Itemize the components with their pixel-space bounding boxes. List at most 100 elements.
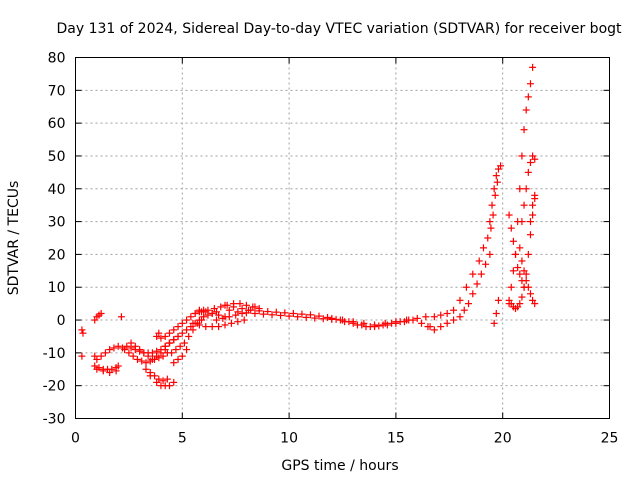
data-point	[473, 280, 481, 288]
data-point	[497, 162, 505, 170]
data-point	[437, 323, 445, 331]
data-point	[469, 290, 477, 298]
data-point	[371, 321, 379, 329]
data-points	[78, 63, 539, 390]
data-point	[170, 326, 178, 334]
data-point	[526, 159, 534, 167]
data-point	[142, 365, 150, 373]
data-point	[153, 352, 161, 360]
data-point	[79, 329, 87, 337]
data-point	[114, 362, 122, 370]
data-point	[507, 224, 515, 232]
data-point	[494, 296, 502, 304]
data-point	[388, 319, 396, 327]
data-point	[202, 308, 210, 316]
data-point	[437, 311, 445, 319]
data-point	[526, 290, 534, 298]
y-tick-label: 10	[48, 280, 66, 296]
data-point	[165, 329, 173, 337]
y-tick-label: 80	[48, 51, 66, 67]
x-tick-label: 15	[387, 431, 405, 447]
data-point	[234, 318, 242, 326]
data-point	[443, 319, 451, 327]
data-point	[131, 342, 139, 350]
data-point	[520, 201, 528, 209]
data-point	[512, 250, 520, 258]
data-point	[526, 231, 534, 239]
data-point	[208, 309, 216, 317]
data-point	[183, 326, 191, 334]
data-point	[418, 319, 426, 327]
data-point	[153, 378, 161, 386]
data-point	[424, 323, 432, 331]
y-tick-label: -20	[43, 379, 66, 395]
data-point	[170, 336, 178, 344]
data-point	[97, 352, 105, 360]
data-point	[157, 349, 165, 357]
data-point	[174, 355, 182, 363]
data-point	[93, 365, 101, 373]
data-point	[174, 323, 182, 331]
data-point	[518, 218, 526, 226]
data-point	[165, 339, 173, 347]
data-point	[277, 311, 285, 319]
data-point	[138, 357, 146, 365]
data-point	[492, 309, 500, 317]
data-point	[529, 63, 537, 71]
data-point	[78, 352, 86, 360]
data-point	[219, 314, 227, 322]
data-point	[144, 352, 152, 360]
data-point	[168, 349, 176, 357]
data-point	[302, 313, 310, 321]
data-point	[289, 309, 297, 317]
data-point	[112, 367, 120, 375]
data-point	[227, 319, 235, 327]
y-tick-label: 30	[48, 215, 66, 231]
data-point	[238, 305, 246, 313]
data-point	[349, 318, 357, 326]
grid	[75, 57, 610, 419]
data-point	[526, 218, 534, 226]
data-point	[281, 309, 289, 317]
y-tick-label: 0	[57, 313, 66, 329]
y-tick-label: -10	[43, 346, 66, 362]
data-point	[360, 319, 368, 327]
data-point	[477, 270, 485, 278]
data-point	[522, 277, 530, 285]
data-point	[221, 321, 229, 329]
y-tick-label: 70	[48, 83, 66, 99]
data-point	[242, 301, 250, 309]
data-point	[125, 349, 133, 357]
data-point	[165, 382, 173, 390]
data-point	[176, 342, 184, 350]
data-point	[531, 300, 539, 308]
data-point	[315, 312, 323, 320]
data-point	[234, 308, 242, 316]
data-point	[522, 106, 530, 114]
data-point	[298, 310, 306, 318]
data-point	[516, 300, 524, 308]
data-point	[486, 250, 494, 258]
data-point	[353, 321, 361, 329]
data-point	[516, 270, 524, 278]
data-point	[403, 316, 411, 324]
data-point	[531, 195, 539, 203]
data-point	[225, 306, 233, 314]
data-point	[230, 303, 238, 311]
data-point	[178, 329, 186, 337]
data-point	[518, 257, 526, 265]
data-point	[161, 332, 169, 340]
data-point	[78, 326, 86, 334]
data-point	[242, 309, 250, 317]
data-point	[221, 301, 229, 309]
data-point	[110, 344, 118, 352]
data-point	[106, 369, 114, 377]
data-point	[430, 326, 438, 334]
data-point	[524, 168, 532, 176]
data-point	[251, 303, 259, 311]
data-point	[443, 309, 451, 317]
data-point	[210, 305, 218, 313]
data-point	[99, 367, 107, 375]
data-point	[460, 306, 468, 314]
data-point	[475, 257, 483, 265]
